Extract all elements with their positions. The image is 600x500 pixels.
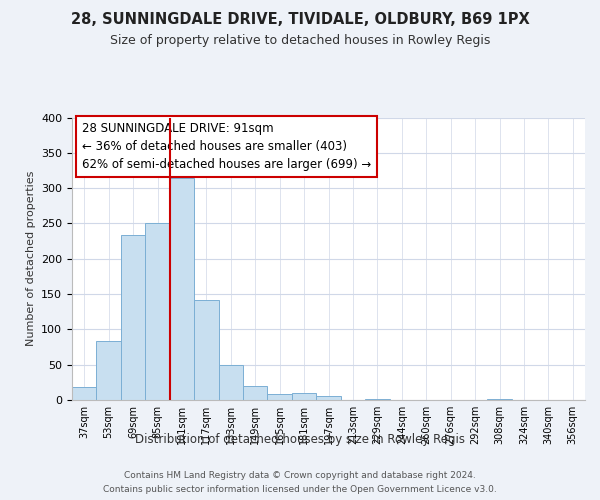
Bar bbox=[365, 398, 389, 400]
Bar bbox=[170, 178, 194, 400]
Bar bbox=[145, 222, 170, 400]
Bar bbox=[97, 342, 121, 400]
Bar bbox=[72, 386, 97, 400]
Bar bbox=[268, 394, 292, 400]
Bar bbox=[316, 396, 341, 400]
Bar bbox=[121, 236, 145, 400]
Text: Distribution of detached houses by size in Rowley Regis: Distribution of detached houses by size … bbox=[135, 432, 465, 446]
Y-axis label: Number of detached properties: Number of detached properties bbox=[26, 171, 35, 346]
Bar bbox=[194, 300, 218, 400]
Text: Contains public sector information licensed under the Open Government Licence v3: Contains public sector information licen… bbox=[103, 485, 497, 494]
Text: Size of property relative to detached houses in Rowley Regis: Size of property relative to detached ho… bbox=[110, 34, 490, 47]
Bar bbox=[243, 386, 268, 400]
Text: 28, SUNNINGDALE DRIVE, TIVIDALE, OLDBURY, B69 1PX: 28, SUNNINGDALE DRIVE, TIVIDALE, OLDBURY… bbox=[71, 12, 529, 28]
Text: 28 SUNNINGDALE DRIVE: 91sqm
← 36% of detached houses are smaller (403)
62% of se: 28 SUNNINGDALE DRIVE: 91sqm ← 36% of det… bbox=[82, 122, 371, 170]
Bar bbox=[218, 364, 243, 400]
Bar bbox=[292, 393, 316, 400]
Text: Contains HM Land Registry data © Crown copyright and database right 2024.: Contains HM Land Registry data © Crown c… bbox=[124, 471, 476, 480]
